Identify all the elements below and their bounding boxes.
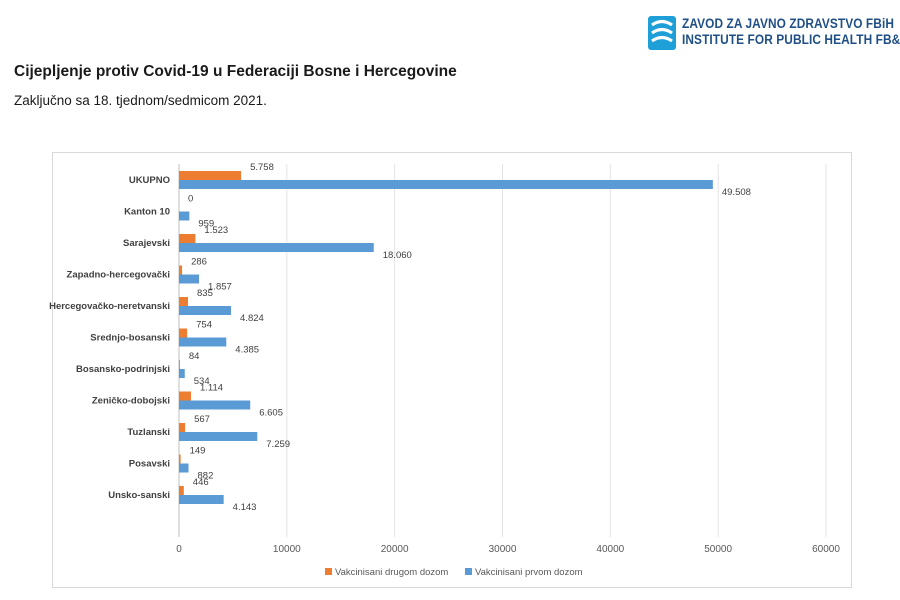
category-label: Kanton 10 [124, 207, 170, 218]
data-label-second-dose: 567 [194, 414, 210, 425]
data-label-first-dose: 4.385 [235, 345, 259, 356]
legend-entry: Vakcinisani drugom dozom [335, 567, 448, 578]
category-label: Zeničko-dobojski [92, 396, 170, 407]
bar-second-dose [179, 360, 180, 369]
x-tick-label: 40000 [596, 544, 624, 555]
data-label-first-dose: 534 [194, 376, 210, 387]
data-label-first-dose: 7.259 [266, 439, 290, 450]
category-label: Unsko-sanski [108, 490, 170, 501]
category-label: Zapadno-hercegovački [67, 270, 170, 281]
bar-first-dose [179, 337, 227, 347]
category-label: UKUPNO [129, 175, 170, 186]
bar-first-dose [179, 306, 232, 315]
legend-swatch [465, 568, 472, 575]
bar-second-dose [179, 234, 196, 243]
data-label-first-dose: 49.508 [722, 187, 751, 198]
x-tick-label: 60000 [812, 544, 840, 555]
category-label: Sarajevski [123, 238, 170, 249]
bar-second-dose [179, 423, 186, 432]
data-label-second-dose: 754 [196, 320, 212, 331]
bar-first-dose [179, 400, 251, 410]
bar-second-dose [179, 486, 184, 495]
data-label-first-dose: 882 [198, 471, 214, 482]
data-label-second-dose: 5.758 [250, 162, 274, 173]
legend-entry: Vakcinisani prvom dozom [475, 567, 583, 578]
bar-first-dose [179, 369, 185, 378]
legend-swatch [325, 568, 332, 575]
data-label-second-dose: 1.114 [200, 383, 223, 394]
bar-first-dose [179, 495, 224, 504]
bar-second-dose [179, 328, 188, 338]
data-label-second-dose: 835 [197, 288, 213, 299]
x-tick-label: 20000 [381, 544, 409, 555]
x-tick-label: 0 [176, 544, 182, 555]
data-label-second-dose: 286 [191, 257, 207, 268]
bar-first-dose [179, 180, 713, 189]
x-tick-label: 10000 [273, 544, 301, 555]
x-tick-label: 50000 [704, 544, 732, 555]
data-label-second-dose: 84 [189, 351, 200, 362]
data-label-first-dose: 4.143 [233, 502, 257, 513]
institute-name-en: INSTITUTE FOR PUBLIC HEALTH FB&H [682, 32, 900, 47]
bar-second-dose [179, 454, 181, 464]
page-title: Cijepljenje protiv Covid-19 u Federaciji… [14, 63, 457, 80]
data-label-first-dose: 18.060 [383, 250, 412, 261]
chart-frame [52, 152, 852, 588]
data-label-second-dose: 0 [188, 194, 193, 205]
category-label: Bosansko-podrinjski [76, 364, 170, 375]
institute-name-local: ZAVOD ZA JAVNO ZDRAVSTVO FBiH [682, 16, 894, 31]
page-subtitle: Zaključno sa 18. tjednom/sedmicom 2021. [14, 93, 267, 108]
bar-first-dose [179, 274, 200, 284]
category-label: Tuzlanski [127, 427, 170, 438]
data-label-first-dose: 959 [198, 219, 214, 230]
institute-logo: ZAVOD ZA JAVNO ZDRAVSTVO FBiH INSTITUTE … [648, 14, 900, 54]
category-label: Hercegovačko-neretvanski [49, 301, 170, 312]
data-label-second-dose: 1.523 [204, 225, 228, 236]
data-label-first-dose: 6.605 [259, 408, 283, 419]
data-label-first-dose: 1.857 [208, 282, 232, 293]
bar-second-dose [179, 391, 192, 401]
institute-name: ZAVOD ZA JAVNO ZDRAVSTVO FBiH INSTITUTE … [682, 16, 900, 48]
x-tick-label: 30000 [489, 544, 517, 555]
data-label-second-dose: 446 [193, 477, 209, 488]
bar-first-dose [179, 211, 190, 221]
bar-first-dose [179, 432, 258, 441]
bar-second-dose [179, 171, 242, 180]
category-label: Srednjo-bosanski [90, 333, 170, 344]
bar-first-dose [179, 243, 374, 252]
data-label-first-dose: 4.824 [240, 313, 264, 324]
bar-second-dose [179, 265, 183, 275]
category-label: Posavski [129, 459, 170, 470]
bar-first-dose [179, 463, 189, 473]
institute-logo-icon [648, 16, 676, 50]
bar-second-dose [179, 297, 189, 306]
data-label-second-dose: 149 [190, 446, 206, 457]
